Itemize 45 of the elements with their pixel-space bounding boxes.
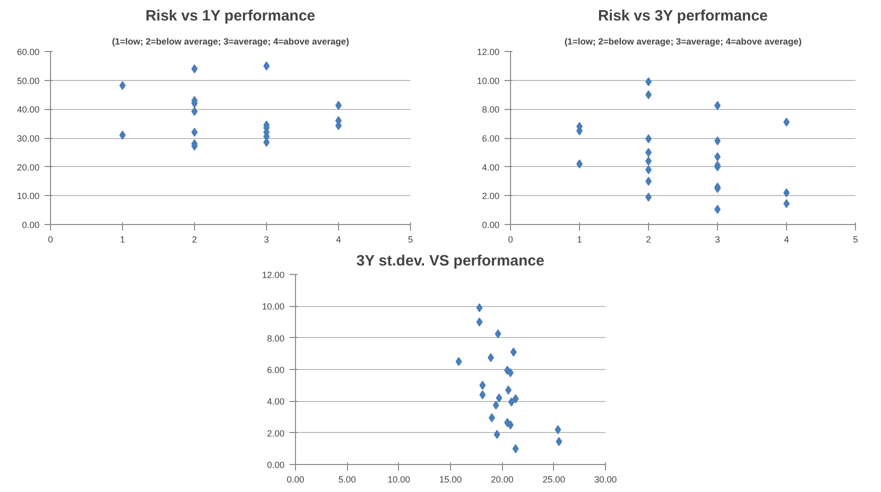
- x-tick-label: 0.00: [286, 474, 304, 484]
- y-tick-label: 30.00: [16, 134, 40, 144]
- x-tick-label: 0: [508, 234, 514, 244]
- y-tick-label: 6.00: [482, 134, 500, 144]
- y-tick-label: 4.00: [482, 162, 500, 172]
- x-tick-label: 3: [264, 234, 270, 244]
- y-tick-label: 8.00: [482, 104, 500, 115]
- x-tick-label: 10.00: [388, 474, 410, 484]
- x-tick-label: 5: [408, 234, 414, 244]
- y-tick-label: 0.00: [266, 460, 285, 470]
- x-tick-label: 30.00: [594, 474, 617, 484]
- x-tick-label: 2: [646, 234, 652, 244]
- x-tick-label: 15.00: [439, 474, 462, 484]
- y-tick-label: 10.00: [476, 76, 500, 86]
- y-tick-label: 6.00: [266, 365, 285, 375]
- x-tick-label: 5: [852, 234, 858, 244]
- y-tick-label: 0.00: [22, 220, 40, 230]
- y-tick-label: 10.00: [16, 191, 40, 202]
- y-tick-label: 12.00: [476, 47, 500, 57]
- x-tick-label: 1: [576, 234, 582, 244]
- x-tick-label: 2: [192, 234, 198, 244]
- y-tick-label: 12.00: [262, 270, 285, 280]
- y-tick-label: 4.00: [266, 396, 285, 407]
- y-tick-label: 2.00: [482, 191, 500, 202]
- y-tick-label: 8.00: [266, 333, 285, 344]
- y-tick-label: 20.00: [16, 162, 40, 172]
- chart-title: Risk vs 1Y performance: [145, 8, 316, 24]
- x-tick-label: 20.00: [490, 474, 514, 484]
- x-tick-label: 0: [48, 234, 54, 244]
- y-tick-label: 0.00: [482, 220, 500, 230]
- chart-subtitle: (1=low; 2=below average; 3=average; 4=above average): [112, 36, 350, 46]
- y-tick-label: 40.00: [16, 104, 40, 115]
- x-tick-label: 5.00: [338, 474, 356, 484]
- y-tick-label: 50.00: [16, 76, 40, 86]
- x-tick-label: 25.00: [542, 474, 566, 484]
- chart-title: Risk vs 3Y performance: [598, 8, 768, 24]
- x-tick-label: 4: [336, 234, 342, 244]
- x-tick-label: 4: [784, 234, 790, 244]
- chart-title: 3Y st.dev. VS performance: [356, 252, 544, 270]
- y-tick-label: 10.00: [262, 302, 285, 312]
- chart-subtitle: (1=low; 2=below average; 3=average; 4=above average): [564, 36, 802, 46]
- y-tick-label: 60.00: [16, 47, 40, 57]
- y-tick-label: 2.00: [266, 428, 285, 438]
- x-tick-label: 3: [714, 234, 720, 244]
- x-tick-label: 1: [120, 234, 126, 244]
